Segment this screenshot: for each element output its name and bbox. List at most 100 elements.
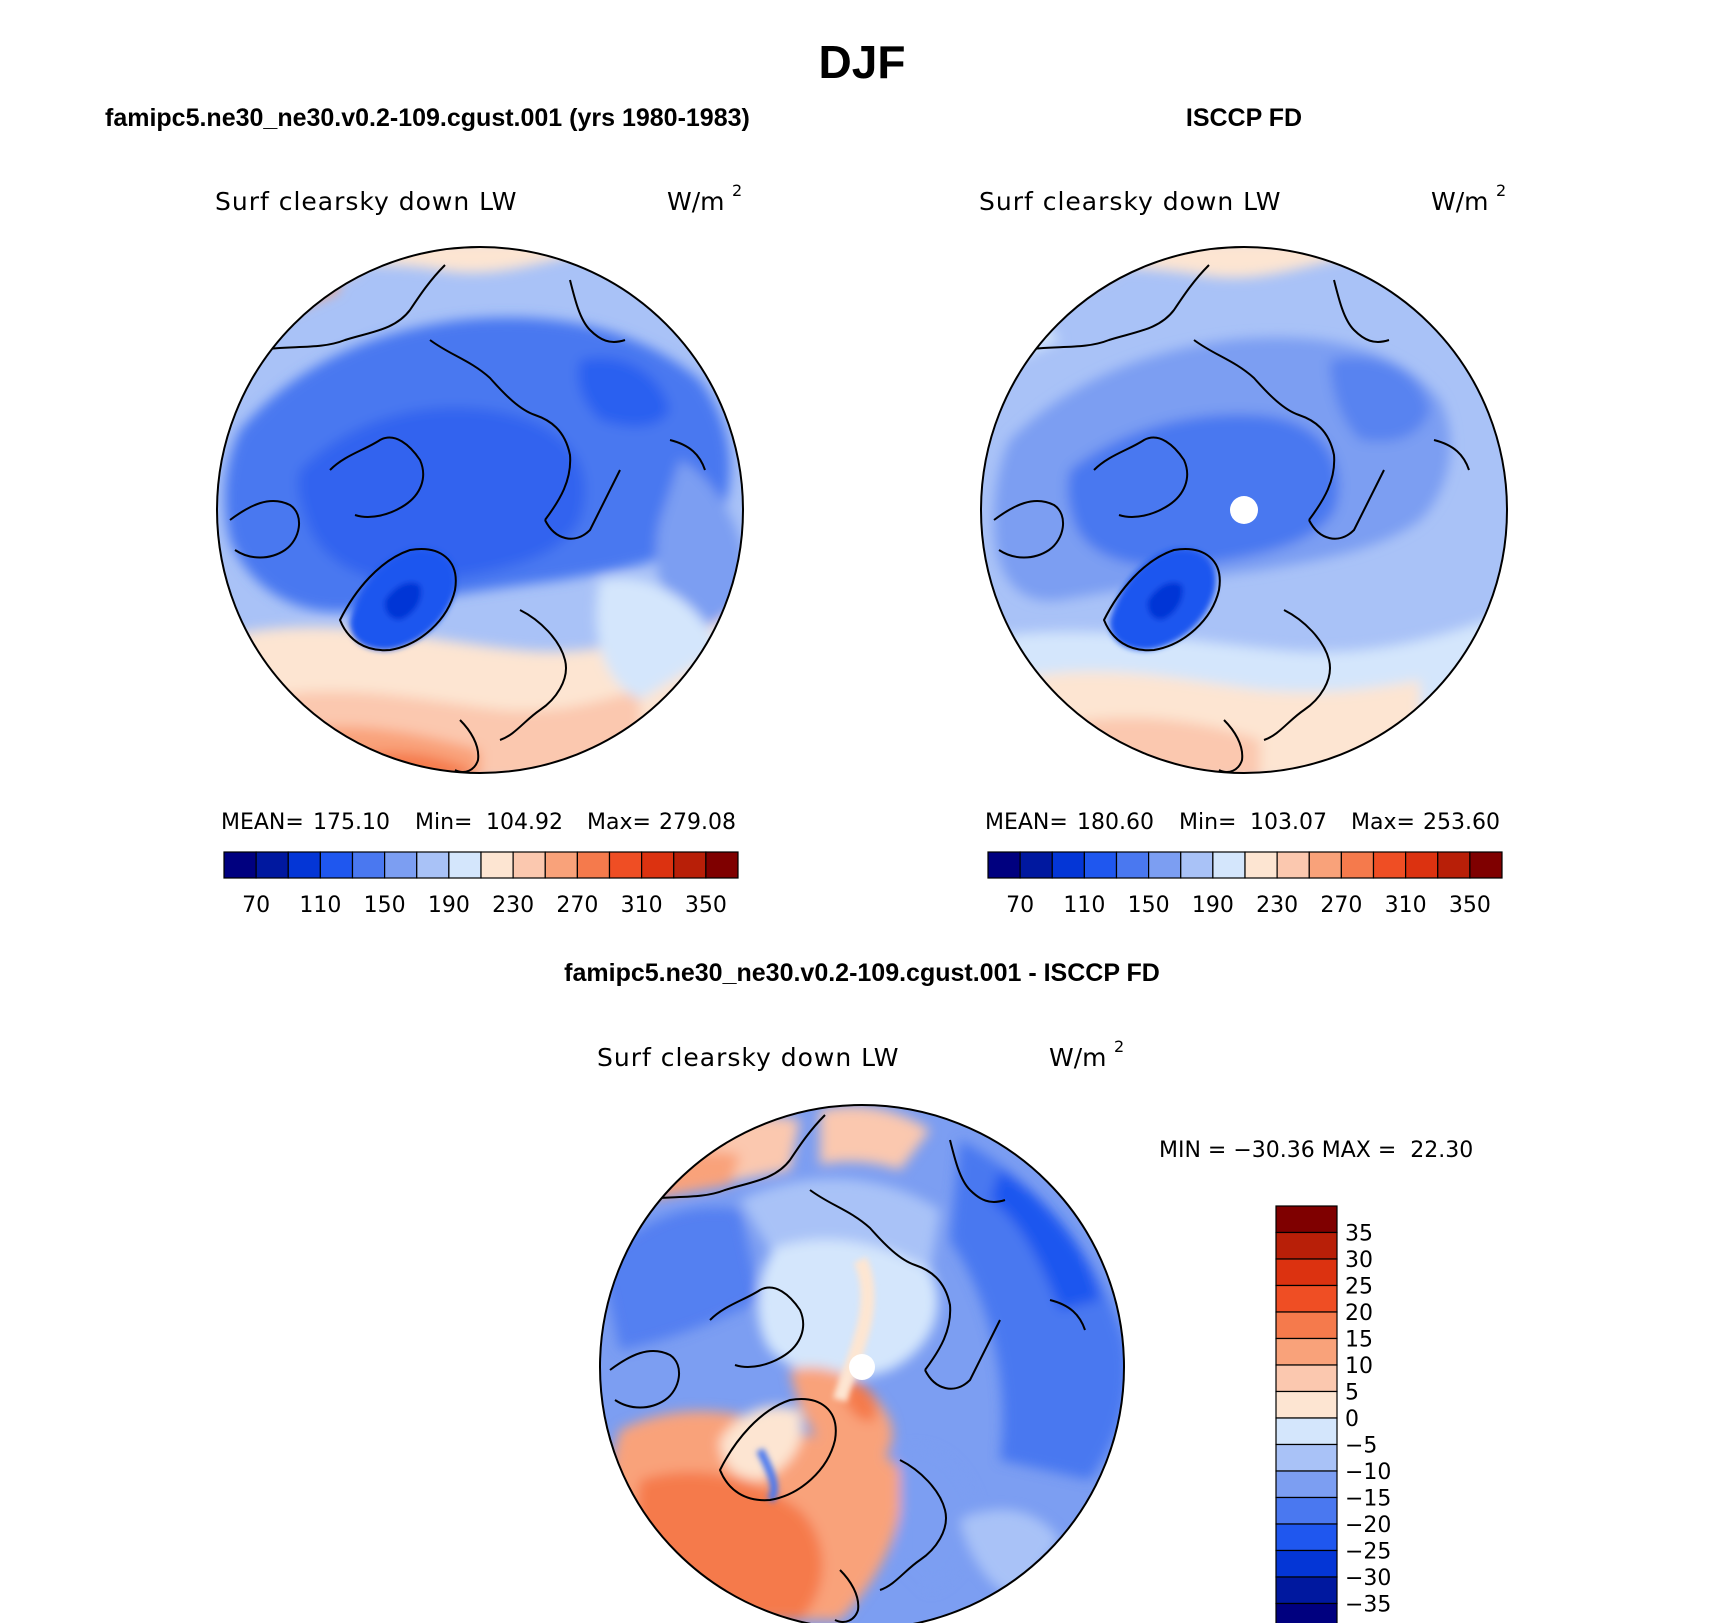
colorbar-tick-label: 30 <box>1345 1248 1373 1273</box>
colorbar-tick-label: −25 <box>1345 1540 1391 1565</box>
colorbar-tick-label: 150 <box>1128 893 1170 918</box>
colorbar-tick-label: 310 <box>621 893 663 918</box>
colorbar-swatch <box>512 851 546 879</box>
colorbar-tick-label: 230 <box>1256 893 1298 918</box>
colorbar-swatch <box>1275 1576 1338 1605</box>
panel-model-colorbar: 70 110 150 190 230 270 310 350 <box>223 851 739 918</box>
min-value: 104.92 <box>486 810 563 835</box>
colorbar-swatch <box>1275 1390 1338 1419</box>
colorbar-swatch <box>1275 1470 1338 1499</box>
colorbar-swatch <box>641 851 675 879</box>
colorbar-swatch <box>1148 851 1182 879</box>
units-exponent: 2 <box>1114 1037 1124 1056</box>
colorbar-tick-label: 70 <box>242 893 270 918</box>
missing-data-pole <box>849 1354 875 1380</box>
colorbar-swatch <box>1244 851 1278 879</box>
colorbar-swatch <box>480 851 514 879</box>
panel-diff-stats: MIN = −30.36 MAX = 22.30 <box>1159 1138 1473 1163</box>
colorbar-swatch <box>1340 851 1375 879</box>
panel-obs-variable: Surf clearsky down LW <box>979 187 1282 216</box>
colorbar-tick-label: 110 <box>1063 893 1105 918</box>
colorbar-tick-label: 0 <box>1345 1407 1359 1432</box>
colorbar-swatch <box>1372 851 1407 879</box>
colorbar-swatch <box>384 851 418 879</box>
panel-obs-heading: ISCCP FD <box>1186 104 1302 132</box>
max-label: Max= <box>1351 810 1415 835</box>
panel-diff-heading: famipc5.ne30_ne30.v0.2-109.cgust.001 - I… <box>564 959 1160 987</box>
colorbar-swatch <box>608 851 643 879</box>
colorbar-tick-label: −20 <box>1345 1513 1391 1538</box>
colorbar-swatch <box>1212 851 1246 879</box>
colorbar-swatch <box>1275 1364 1338 1393</box>
units-base: W/m <box>667 187 725 216</box>
panel-obs-units: W/m 2 <box>1431 181 1506 216</box>
panel-obs-map <box>981 247 1507 773</box>
colorbar-swatch <box>1405 851 1439 879</box>
max-value: 253.60 <box>1423 810 1500 835</box>
colorbar-swatch <box>1276 851 1310 879</box>
colorbar-tick-label: 35 <box>1345 1222 1373 1247</box>
panel-diff: famipc5.ne30_ne30.v0.2-109.cgust.001 - I… <box>564 959 1473 1623</box>
min-value: 103.07 <box>1250 810 1327 835</box>
colorbar-tick-label: 10 <box>1345 1354 1373 1379</box>
colorbar-tick-label: 190 <box>428 893 470 918</box>
colorbar-tick-label: 350 <box>1449 893 1491 918</box>
colorbar-swatch <box>416 851 450 879</box>
panel-obs-map-boundary <box>980 246 1508 774</box>
colorbar-tick-label: −35 <box>1345 1593 1391 1618</box>
mean-value: 175.10 <box>313 810 390 835</box>
figure-title: DJF <box>819 36 906 88</box>
colorbar-swatch <box>319 851 354 879</box>
colorbar-swatch <box>1275 1337 1338 1366</box>
units-base: W/m <box>1431 187 1489 216</box>
colorbar-swatch <box>223 851 257 879</box>
colorbar-swatch <box>705 851 739 879</box>
colorbar-swatch <box>1275 1496 1338 1525</box>
colorbar-tick-label: −15 <box>1345 1487 1391 1512</box>
colorbar-swatch <box>1180 851 1214 879</box>
panel-model: famipc5.ne30_ne30.v0.2-109.cgust.001 (yr… <box>105 104 750 918</box>
colorbar-swatch <box>287 851 321 879</box>
max-label: Max= <box>587 810 651 835</box>
colorbar-swatch <box>1275 1205 1338 1234</box>
colorbar-tick-label: 15 <box>1345 1328 1373 1353</box>
colorbar-swatch <box>1275 1231 1338 1260</box>
colorbar-swatch <box>1275 1284 1338 1313</box>
units-exponent: 2 <box>732 181 742 200</box>
colorbar-swatch <box>255 851 289 879</box>
panel-model-map <box>217 247 743 773</box>
panel-obs-colorbar: 70 110 150 190 230 270 310 350 <box>987 851 1503 918</box>
colorbar-tick-label: −10 <box>1345 1460 1391 1485</box>
units-exponent: 2 <box>1496 181 1506 200</box>
min-label: Min= <box>1179 810 1236 835</box>
panel-obs-stats: MEAN= 180.60 Min= 103.07 Max= 253.60 <box>985 810 1500 835</box>
panel-model-units: W/m 2 <box>667 181 742 216</box>
colorbar-swatch <box>1275 1523 1338 1552</box>
colorbar-swatch <box>1275 1602 1338 1623</box>
mean-value: 180.60 <box>1077 810 1154 835</box>
units-base: W/m <box>1049 1043 1107 1072</box>
colorbar-tick-label: 190 <box>1192 893 1234 918</box>
panel-diff-units: W/m 2 <box>1049 1037 1124 1072</box>
colorbar-swatch <box>1275 1549 1338 1578</box>
panel-diff-variable: Surf clearsky down LW <box>597 1043 900 1072</box>
mean-label: MEAN= <box>221 810 304 835</box>
colorbar-swatch <box>1437 851 1471 879</box>
colorbar-swatch <box>1275 1417 1338 1446</box>
mean-label: MEAN= <box>985 810 1068 835</box>
panel-diff-map-boundary <box>599 1104 1125 1623</box>
colorbar-tick-label: 25 <box>1345 1275 1373 1300</box>
colorbar-swatch <box>1469 851 1503 879</box>
colorbar-tick-label: −5 <box>1345 1434 1377 1459</box>
panel-model-heading: famipc5.ne30_ne30.v0.2-109.cgust.001 (yr… <box>105 104 750 132</box>
colorbar-swatch <box>1275 1258 1338 1287</box>
colorbar-tick-label: 110 <box>299 893 341 918</box>
colorbar-swatch <box>1275 1311 1338 1340</box>
colorbar-tick-label: −30 <box>1345 1566 1391 1591</box>
colorbar-swatch <box>1019 851 1053 879</box>
colorbar-swatch <box>673 851 707 879</box>
colorbar-tick-label: 310 <box>1385 893 1427 918</box>
